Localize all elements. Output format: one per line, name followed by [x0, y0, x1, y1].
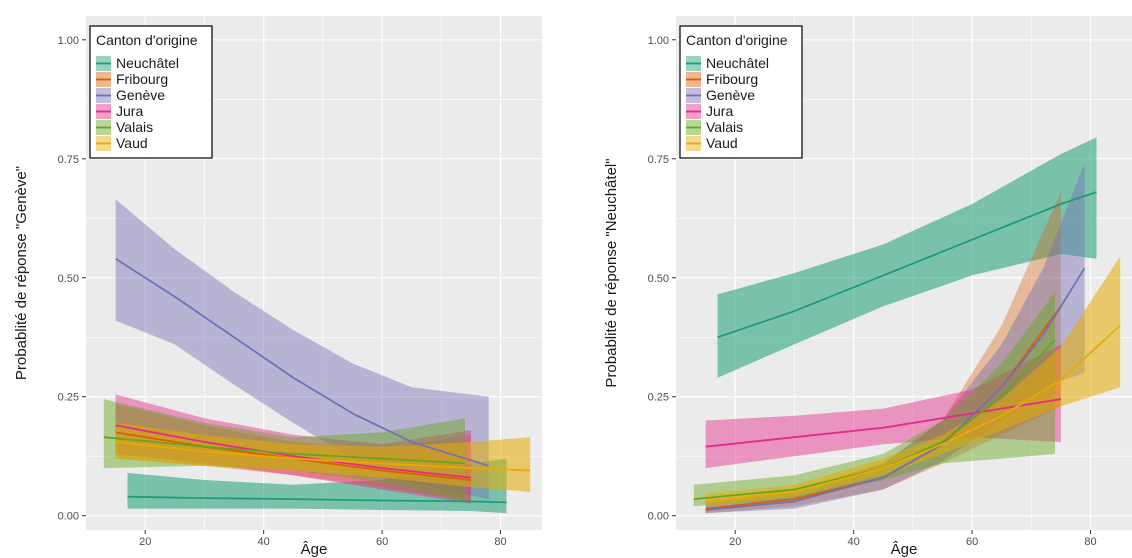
- right-x-axis-label: Âge: [891, 541, 918, 558]
- series-line-vaud: [115, 441, 531, 472]
- left-y-ticks: 0.00 0.25 0.50 0.75 1.00: [58, 35, 86, 523]
- series-line-valais: [693, 338, 1056, 500]
- ci-band-neuchatel: [717, 137, 1097, 378]
- series-line-jura: [115, 424, 471, 479]
- x-tick-label: 40: [258, 536, 270, 548]
- x-tick-label: 80: [494, 536, 506, 548]
- left-legend: Canton d'origine NeuchâtelFribourgGenèveJ…: [89, 25, 213, 159]
- legend-label-jura: Jura: [116, 103, 143, 119]
- left-plot: 0.00 0.25 0.50 0.75 1.00 20 40 60 80 Probablité…: [13, 16, 542, 558]
- right-y-axis-label: Probablité de réponse "Neuchâtel": [603, 158, 620, 387]
- y-tick-label: 0.50: [58, 273, 79, 285]
- legend-label-neuchatel: Neuchâtel: [706, 55, 769, 71]
- series-line-neuchatel: [127, 495, 507, 504]
- legend-title: Canton d'origine: [96, 32, 198, 48]
- legend-label-fribourg: Fribourg: [116, 71, 168, 87]
- series-line-valais: [103, 436, 466, 465]
- series-line-vaud: [705, 324, 1121, 503]
- legend-label-vaud: Vaud: [116, 135, 148, 151]
- series-line-jura: [705, 398, 1062, 448]
- y-tick-label: 0.00: [648, 511, 669, 523]
- x-tick-label: 40: [848, 536, 860, 548]
- series-line-neuchatel: [717, 191, 1097, 339]
- right-plot: 0.00 0.25 0.50 0.75 1.00 20 40 60 80 Probablité…: [603, 16, 1132, 558]
- legend-label-valais: Valais: [116, 119, 153, 135]
- legend-label-fribourg: Fribourg: [706, 71, 758, 87]
- right-x-ticks: 20 40 60 80: [729, 530, 1097, 548]
- ci-band-neuchatel: [127, 458, 507, 514]
- legend-title: Canton d'origine: [686, 32, 788, 48]
- legend-box: [89, 25, 213, 159]
- right-series-lines: [693, 191, 1121, 511]
- series-line-geneve: [115, 257, 489, 467]
- ci-band-geneve: [115, 199, 489, 500]
- y-tick-label: 0.75: [648, 154, 669, 166]
- y-tick-label: 0.75: [58, 154, 79, 166]
- legend-label-valais: Valais: [706, 119, 743, 135]
- legend-label-vaud: Vaud: [706, 135, 738, 151]
- y-tick-label: 0.50: [648, 273, 669, 285]
- y-tick-label: 1.00: [58, 35, 79, 47]
- x-tick-label: 20: [729, 536, 741, 548]
- legend-label-geneve: Genève: [706, 87, 755, 103]
- legend-box: [679, 25, 803, 159]
- ci-band-valais: [693, 292, 1055, 507]
- left-series-lines: [103, 257, 531, 504]
- x-tick-label: 80: [1084, 536, 1096, 548]
- right-legend: Canton d'origine NeuchâtelFribourgGenèveJ…: [679, 25, 803, 159]
- y-tick-label: 0.00: [58, 511, 79, 523]
- y-tick-label: 0.25: [58, 392, 79, 404]
- x-tick-label: 60: [376, 536, 388, 548]
- legend-label-neuchatel: Neuchâtel: [116, 55, 179, 71]
- y-tick-label: 0.25: [648, 392, 669, 404]
- left-x-axis-label: Âge: [301, 541, 328, 558]
- left-x-ticks: 20 40 60 80: [139, 530, 507, 548]
- legend-label-jura: Jura: [706, 103, 733, 119]
- right-y-ticks: 0.00 0.25 0.50 0.75 1.00: [648, 35, 676, 523]
- x-tick-label: 20: [139, 536, 151, 548]
- y-tick-label: 1.00: [648, 35, 669, 47]
- left-y-axis-label: Probablité de réponse "Genève": [13, 166, 30, 380]
- legend-label-geneve: Genève: [116, 87, 165, 103]
- x-tick-label: 60: [966, 536, 978, 548]
